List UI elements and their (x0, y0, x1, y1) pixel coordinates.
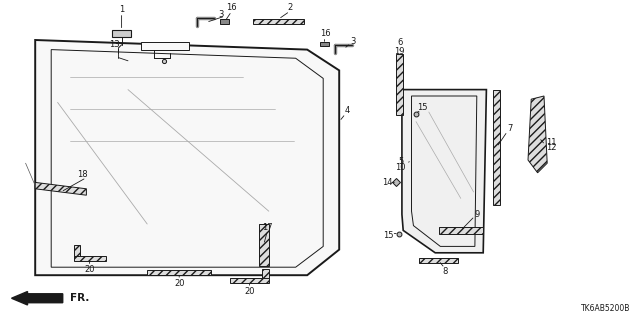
Polygon shape (528, 96, 547, 173)
Text: 9: 9 (474, 210, 479, 219)
Text: 4: 4 (345, 106, 350, 115)
Text: 11: 11 (547, 138, 557, 147)
Polygon shape (439, 227, 483, 234)
Text: 17: 17 (262, 223, 273, 232)
Text: 7: 7 (508, 124, 513, 133)
Polygon shape (220, 19, 229, 24)
Text: 20: 20 (174, 279, 184, 288)
Text: 8: 8 (442, 267, 447, 276)
Polygon shape (253, 19, 304, 24)
Text: 20: 20 (84, 265, 95, 274)
Polygon shape (419, 258, 458, 263)
Text: FR.: FR. (70, 293, 90, 303)
Text: 14: 14 (382, 178, 392, 187)
Polygon shape (35, 182, 86, 195)
Text: 6: 6 (397, 38, 403, 47)
Polygon shape (259, 224, 269, 266)
Polygon shape (402, 90, 486, 253)
Text: 15: 15 (383, 231, 394, 240)
Text: 20: 20 (244, 287, 255, 296)
Polygon shape (112, 30, 131, 37)
Polygon shape (74, 245, 80, 256)
Text: 5: 5 (398, 157, 403, 166)
Text: TK6AB5200B: TK6AB5200B (581, 304, 630, 313)
Polygon shape (320, 42, 329, 46)
Text: 19: 19 (394, 47, 404, 56)
Text: 12: 12 (547, 143, 557, 152)
Polygon shape (396, 54, 403, 115)
Text: 2: 2 (287, 4, 292, 12)
Polygon shape (35, 40, 339, 275)
Polygon shape (141, 42, 189, 50)
Polygon shape (493, 90, 500, 205)
Text: 15: 15 (417, 103, 428, 112)
Text: 16: 16 (227, 4, 237, 12)
FancyArrow shape (12, 292, 63, 305)
Text: 1: 1 (119, 5, 124, 14)
Polygon shape (147, 270, 211, 275)
Polygon shape (74, 256, 106, 261)
Text: 18: 18 (77, 170, 87, 179)
Text: 10: 10 (396, 163, 406, 172)
Text: 3: 3 (218, 10, 223, 19)
Text: 16: 16 (320, 29, 330, 38)
Text: 13: 13 (109, 40, 119, 49)
Polygon shape (230, 278, 269, 283)
Polygon shape (262, 269, 269, 278)
Text: 3: 3 (351, 37, 356, 46)
